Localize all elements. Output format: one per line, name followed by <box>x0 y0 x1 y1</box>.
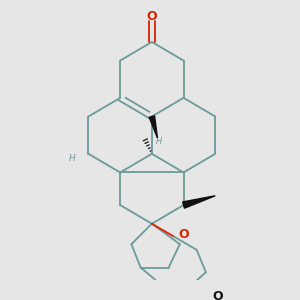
Text: H: H <box>68 154 75 163</box>
Polygon shape <box>183 196 215 208</box>
Polygon shape <box>149 116 158 138</box>
Text: O: O <box>178 228 189 242</box>
Text: H: H <box>156 137 162 146</box>
Text: O: O <box>213 290 224 300</box>
Text: O: O <box>147 10 157 23</box>
